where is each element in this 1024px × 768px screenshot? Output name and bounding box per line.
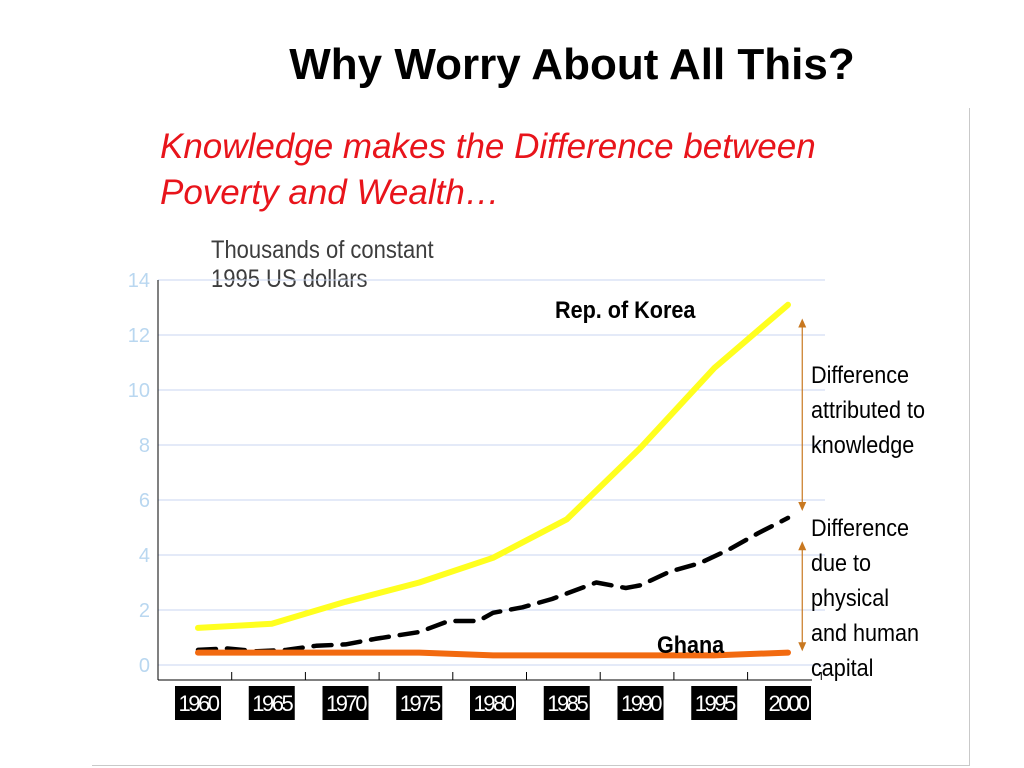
y-axis-units-line-1: Thousands of constant bbox=[211, 236, 434, 264]
annotation-capital-line-2: due to bbox=[811, 549, 871, 576]
x-tick-label-1980: 1980 bbox=[474, 691, 515, 716]
x-tick-box-1995 bbox=[691, 686, 738, 720]
x-tick-box-2000 bbox=[765, 686, 811, 720]
subtitle-line-2: Poverty and Wealth… bbox=[160, 173, 500, 212]
content-panel bbox=[92, 108, 970, 766]
x-tick-box-1980 bbox=[470, 686, 516, 720]
x-tick-label-2000: 2000 bbox=[769, 691, 810, 716]
annotation-capital-line-4: and human bbox=[811, 619, 919, 646]
y-tick-label-14: 14 bbox=[128, 270, 150, 292]
y-tick-label-6: 6 bbox=[139, 490, 150, 512]
arrow-head-up-capital bbox=[798, 541, 807, 551]
y-tick-label-4: 4 bbox=[139, 545, 150, 567]
arrow-head-up-knowledge bbox=[798, 318, 807, 328]
x-tick-box-1960 bbox=[175, 686, 221, 720]
annotation-knowledge-line-1: Difference bbox=[811, 361, 909, 388]
y-tick-label-2: 2 bbox=[139, 600, 150, 622]
y-tick-label-10: 10 bbox=[128, 380, 150, 402]
x-tick-label-1965: 1965 bbox=[252, 691, 293, 716]
x-tick-box-1985 bbox=[543, 686, 590, 720]
x-tick-label-1970: 1970 bbox=[326, 691, 367, 716]
series-line-predicted bbox=[195, 515, 791, 654]
arrow-head-down-capital bbox=[798, 642, 807, 652]
y-tick-label-12: 12 bbox=[128, 325, 150, 347]
slide-title: Why Worry About All This? bbox=[289, 40, 855, 89]
arrow-head-down-knowledge bbox=[798, 502, 807, 511]
x-tick-label-1985: 1985 bbox=[547, 691, 588, 716]
y-axis-units-label: Thousands of constant 1995 US dollars bbox=[211, 236, 475, 294]
annotation-capital-line-1: Difference bbox=[811, 514, 909, 541]
series-label-korea: Rep. of Korea bbox=[555, 296, 696, 323]
y-axis-units-line-2: 1995 US dollars bbox=[211, 265, 368, 293]
series-label-ghana: Ghana bbox=[657, 631, 724, 658]
annotation-capital-line-5: capital bbox=[811, 654, 873, 681]
annotation-knowledge-line-3: knowledge bbox=[811, 431, 914, 458]
x-tick-label-1990: 1990 bbox=[621, 691, 662, 716]
x-tick-label-1975: 1975 bbox=[400, 691, 441, 716]
x-tick-box-1965 bbox=[248, 686, 295, 720]
y-tick-label-8: 8 bbox=[139, 435, 150, 457]
x-tick-label-1960: 1960 bbox=[179, 691, 220, 716]
x-tick-label-1995: 1995 bbox=[695, 691, 736, 716]
x-tick-box-1970 bbox=[322, 686, 369, 720]
series-line-korea bbox=[195, 301, 791, 631]
slide-subtitle: Knowledge makes the Difference between P… bbox=[160, 124, 920, 216]
annotation-knowledge-line-2: attributed to bbox=[811, 396, 925, 423]
series-line-ghana bbox=[195, 649, 791, 659]
x-tick-box-1975 bbox=[396, 686, 443, 720]
annotation-capital-line-3: physical bbox=[811, 584, 889, 611]
y-tick-label-0: 0 bbox=[139, 655, 150, 677]
x-tick-box-1990 bbox=[617, 686, 664, 720]
subtitle-line-1: Knowledge makes the Difference between bbox=[160, 127, 816, 166]
